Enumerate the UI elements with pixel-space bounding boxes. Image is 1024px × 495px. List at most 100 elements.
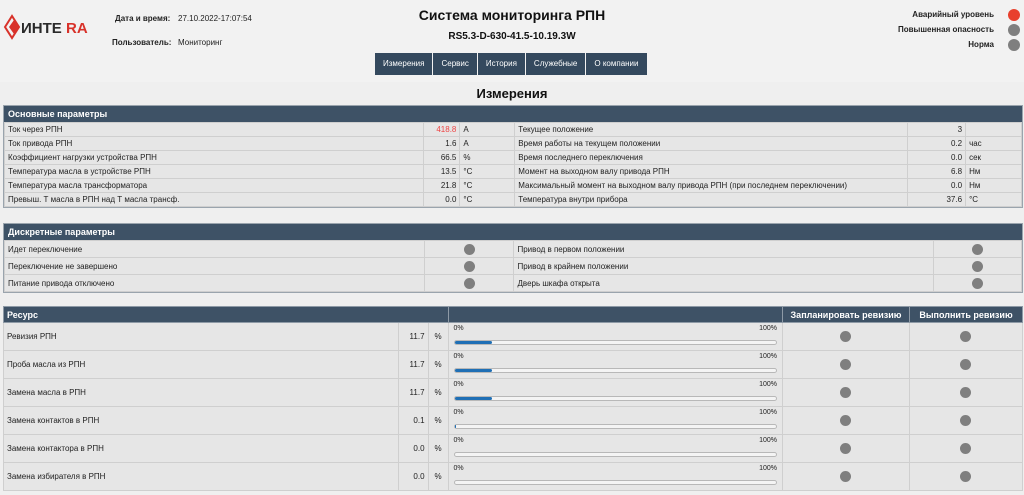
nav-service[interactable]: Сервис [433, 53, 477, 75]
resource-value: 11.7 [397, 350, 429, 379]
progress-track [453, 368, 777, 373]
param-unit: час [965, 136, 1022, 151]
exec-revision-cell[interactable] [908, 434, 1024, 463]
param-value: 0.0 [423, 192, 461, 207]
discrete-indicator [933, 240, 1022, 258]
param-name: Время работы на текущем положении [514, 136, 909, 151]
exec-revision-cell[interactable] [908, 322, 1024, 351]
discrete-params-panel: Дискретные параметры Идет переключение Пр… [3, 223, 1023, 293]
exec-revision-cell[interactable] [908, 350, 1024, 379]
resource-row: Проба масла из РПН 11.7% 0% 100% [3, 350, 1024, 379]
plan-revision-indicator-icon[interactable] [840, 443, 852, 454]
resource-row: Замена масла в РПН 11.7% 0% 100% [3, 378, 1024, 407]
bar-min-label: 0% [453, 381, 464, 388]
param-name: Ток через РПН [3, 122, 425, 137]
resource-name: Замена контактора в РПН [3, 434, 399, 463]
exec-revision-cell[interactable] [908, 462, 1024, 491]
resource-value: 11.7 [397, 322, 429, 351]
plan-revision-cell[interactable] [782, 322, 910, 351]
param-name: Время последнего переключения [514, 150, 909, 165]
exec-revision-indicator-icon[interactable] [960, 471, 972, 482]
param-value: 21.8 [423, 178, 461, 193]
param-unit: % [459, 150, 516, 165]
bar-min-label: 0% [453, 437, 464, 444]
header: ИНТЕ RA Дата и время: 27.10.2022-17:07:5… [0, 0, 1024, 82]
resource-unit: % [427, 434, 449, 463]
resource-value: 0.0 [397, 462, 429, 491]
resource-name: Замена избирателя в РПН [3, 462, 399, 491]
plan-revision-indicator-icon[interactable] [840, 387, 852, 398]
bar-min-label: 0% [453, 325, 464, 332]
param-name: Текущее положение [514, 122, 909, 137]
plan-revision-cell[interactable] [782, 406, 910, 435]
exec-revision-indicator-icon[interactable] [960, 331, 972, 342]
plan-revision-cell[interactable] [782, 434, 910, 463]
param-unit: °C [459, 192, 516, 207]
plan-revision-cell[interactable] [782, 462, 910, 491]
status-dot-icon [972, 277, 984, 289]
user-label: Пользователь: [112, 38, 172, 47]
user-value: Мониторинг [178, 38, 223, 47]
param-name: Ток привода РПН [3, 136, 425, 151]
discrete-name: Привод в первом положении [513, 240, 935, 258]
progress-track [453, 480, 777, 485]
param-name: Температура масла трансформатора [3, 178, 425, 193]
nav-measurements[interactable]: Измерения [375, 53, 433, 75]
progress-fill [454, 369, 493, 372]
plan-revision-indicator-icon[interactable] [840, 359, 852, 370]
resource-progress: 0% 100% [447, 322, 784, 351]
status-dot-icon [463, 260, 475, 272]
plan-revision-cell[interactable] [782, 350, 910, 379]
discrete-name: Питание привода отключено [4, 274, 425, 292]
resource-name: Замена контактов в РПН [3, 406, 399, 435]
resource-name: Ревизия РПН [3, 322, 399, 351]
exec-revision-indicator-icon[interactable] [960, 359, 972, 370]
plan-revision-indicator-icon[interactable] [840, 331, 852, 342]
basic-row: Температура масла в устройстве РПН 13.5 °C… [3, 164, 1022, 179]
nav-system[interactable]: Служебные [525, 53, 586, 75]
param-name: Максимальный момент на выходном валу при… [514, 178, 909, 193]
app-title: Система мониторинга РПН [418, 7, 606, 23]
resource-progress: 0% 100% [447, 406, 784, 435]
bar-min-label: 0% [453, 465, 464, 472]
progress-track [453, 424, 777, 429]
discrete-indicator [423, 240, 515, 258]
param-unit: A [459, 136, 516, 151]
status-dot-icon [463, 277, 475, 289]
plan-revision-cell[interactable] [782, 378, 910, 407]
nav-history[interactable]: История [477, 53, 525, 75]
param-name: Коэффициент нагрузки устройства РПН [3, 150, 425, 165]
resource-value: 0.0 [397, 434, 429, 463]
svg-text:RA: RA [66, 20, 88, 37]
exec-revision-cell[interactable] [908, 406, 1024, 435]
resource-row: Ревизия РПН 11.7% 0% 100% [3, 322, 1024, 351]
datetime-label: Дата и время: [115, 14, 171, 23]
basic-params-panel: Основные параметры Ток через РПН 418.8 A Те… [3, 105, 1023, 208]
plan-revision-header: Запланировать ревизию [782, 306, 910, 323]
basic-row: Ток через РПН 418.8 A Текущее положение 3 [3, 122, 1022, 137]
intera-logo: ИНТЕ RA [3, 12, 95, 42]
param-unit: Нм [965, 178, 1022, 193]
resource-progress: 0% 100% [447, 350, 784, 379]
param-value: 37.6 [907, 192, 967, 207]
legend-alarm-label: Аварийный уровень [912, 10, 994, 19]
exec-revision-indicator-icon[interactable] [960, 387, 972, 398]
exec-revision-cell[interactable] [908, 378, 1024, 407]
discrete-row: Питание привода отключено Дверь шкафа отк… [4, 274, 1022, 292]
main-nav: Измерения Сервис История Служебные О ком… [375, 53, 648, 75]
discrete-name: Дверь шкафа открыта [513, 274, 935, 292]
param-unit: сек [965, 150, 1022, 165]
basic-row: Ток привода РПН 1.6 A Время работы на текущ… [3, 136, 1022, 151]
plan-revision-indicator-icon[interactable] [840, 415, 852, 426]
plan-revision-indicator-icon[interactable] [840, 471, 852, 482]
param-unit: °C [965, 192, 1022, 207]
bar-max-label: 100% [759, 353, 777, 360]
basic-params-title: Основные параметры [4, 106, 1022, 122]
exec-revision-indicator-icon[interactable] [960, 415, 972, 426]
nav-about[interactable]: О компании [586, 53, 647, 75]
resource-unit: % [427, 462, 449, 491]
bar-max-label: 100% [759, 381, 777, 388]
exec-revision-indicator-icon[interactable] [960, 443, 972, 454]
resource-name: Замена масла в РПН [3, 378, 399, 407]
bar-min-label: 0% [453, 409, 464, 416]
